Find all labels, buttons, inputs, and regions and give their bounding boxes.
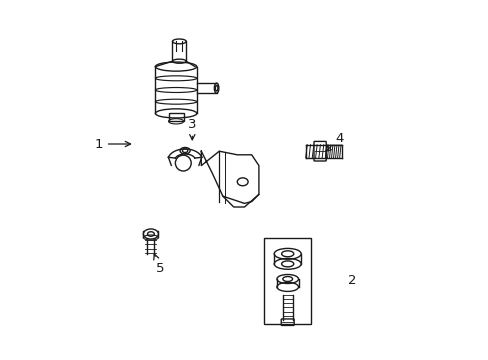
Text: 2: 2 [347,274,356,287]
Text: 3: 3 [188,118,196,140]
Text: 4: 4 [325,132,344,151]
Bar [168,113,183,121]
Bar [264,238,310,324]
Text: 5: 5 [153,254,164,275]
Text: 1: 1 [94,138,130,150]
